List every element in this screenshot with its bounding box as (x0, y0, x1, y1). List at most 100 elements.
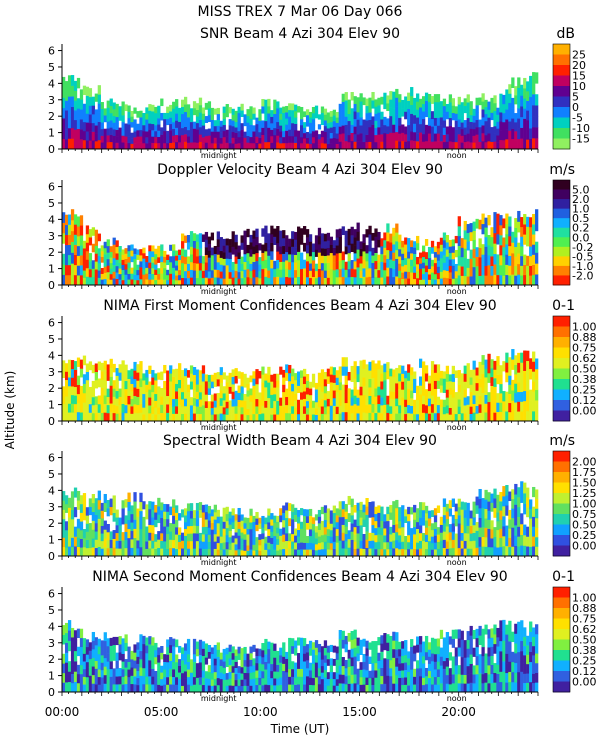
heatmap-cell (219, 413, 223, 422)
heatmap-cell (380, 134, 384, 142)
heatmap-cell (460, 540, 464, 549)
heatmap-cell (285, 124, 289, 131)
heatmap-cell (264, 251, 268, 260)
heatmap-cell (228, 143, 232, 150)
heatmap-cell (231, 535, 235, 543)
y-tick-label: 2 (48, 110, 55, 123)
heatmap-cell (487, 265, 491, 276)
heatmap-cell (288, 122, 292, 130)
heatmap-cell (430, 361, 435, 370)
heatmap-cell (273, 134, 277, 143)
heatmap-cell (172, 255, 176, 263)
heatmap-cell (317, 252, 322, 261)
heatmap-cell (392, 384, 396, 392)
heatmap-cell (502, 401, 506, 412)
heatmap-cell (270, 381, 274, 389)
heatmap-cell (255, 543, 259, 551)
heatmap-cell (445, 511, 450, 520)
heatmap-cell (436, 109, 441, 118)
heatmap-cell (127, 370, 131, 380)
heatmap-cell (395, 515, 399, 525)
heatmap-cell (505, 233, 509, 245)
heatmap-cell (368, 378, 372, 388)
heatmap-cell (121, 369, 125, 378)
heatmap-cell (311, 124, 316, 132)
heatmap-cell (115, 368, 119, 376)
heatmap-cell (329, 252, 334, 262)
heatmap-cell (326, 528, 331, 536)
heatmap-cell (427, 548, 432, 557)
heatmap-cell (172, 398, 176, 407)
heatmap-cell (424, 527, 429, 535)
heatmap-cell (213, 671, 217, 679)
heatmap-cell (481, 364, 485, 375)
heatmap-cell (201, 256, 206, 264)
heatmap-cell (261, 544, 265, 551)
heatmap-cell (294, 117, 298, 124)
heatmap-cell (532, 361, 536, 372)
heatmap-cell (252, 550, 256, 557)
heatmap-cell (291, 246, 295, 255)
heatmap-cell (198, 104, 203, 113)
heatmap-cell (413, 534, 417, 542)
heatmap-cell (186, 406, 191, 415)
heatmap-cell (204, 643, 209, 651)
heatmap-cell (273, 268, 277, 278)
heatmap-cell (225, 506, 229, 515)
heatmap-cell (169, 136, 173, 143)
heatmap-cell (505, 139, 509, 150)
heatmap-cell (201, 389, 206, 398)
heatmap-cell (198, 240, 203, 249)
heatmap-cell (413, 272, 417, 280)
heatmap-cell (335, 277, 339, 286)
heatmap-cell (430, 272, 435, 279)
heatmap-cell (526, 546, 530, 557)
heatmap-cell (139, 492, 143, 503)
heatmap-cell (225, 251, 229, 259)
heatmap-cell (133, 404, 137, 413)
heatmap-cell (91, 529, 96, 539)
heatmap-cell (82, 121, 87, 132)
heatmap-cell (401, 526, 405, 535)
heatmap-cell (466, 241, 470, 251)
heatmap-cell (169, 539, 173, 549)
heatmap-cell (103, 360, 107, 370)
heatmap-cell (282, 399, 286, 407)
heatmap-cell (463, 540, 467, 549)
heatmap-cell (210, 414, 215, 422)
heatmap-cell (228, 530, 232, 538)
heatmap-cell (64, 234, 69, 246)
y-tick-label: 4 (48, 77, 55, 90)
heatmap-cell (88, 253, 93, 262)
heatmap-cell (311, 380, 316, 388)
heatmap-cell (505, 535, 509, 547)
heatmap-cell (294, 400, 298, 408)
heatmap-cell (225, 534, 229, 543)
heatmap-cell (508, 93, 512, 104)
heatmap-cell (264, 127, 268, 136)
heatmap-cell (264, 259, 268, 269)
heatmap-cell (64, 90, 69, 101)
heatmap-cell (112, 636, 116, 646)
heatmap-cell (222, 124, 226, 132)
heatmap-cell (207, 108, 212, 116)
heatmap-cell (151, 652, 155, 662)
heatmap-cell (395, 97, 399, 107)
heatmap-cell (398, 256, 402, 264)
heatmap-cell (371, 395, 375, 404)
heatmap-cell (514, 275, 518, 286)
heatmap-cell (374, 244, 378, 253)
heatmap-cell (186, 270, 191, 279)
heatmap-cell (142, 130, 146, 138)
heatmap-cell (124, 388, 128, 398)
heatmap-cell (195, 684, 200, 693)
heatmap-cell (478, 361, 482, 371)
heatmap-cell (246, 528, 250, 535)
heatmap-cell (62, 386, 66, 396)
heatmap-cell (178, 678, 182, 686)
heatmap-cell (285, 372, 289, 381)
heatmap-cell (302, 259, 307, 269)
heatmap-cell (204, 116, 209, 123)
heatmap-cell (311, 118, 316, 126)
heatmap-cell (365, 277, 369, 286)
